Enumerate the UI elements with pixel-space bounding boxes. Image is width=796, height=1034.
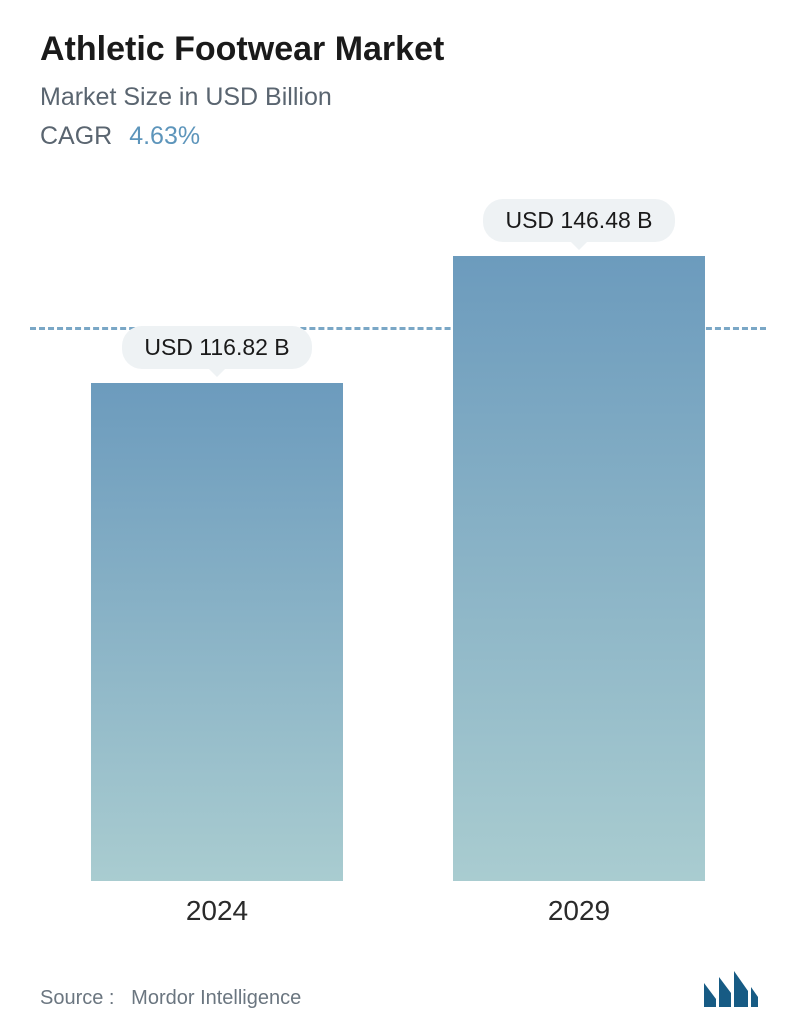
cagr-row: CAGR 4.63% — [40, 122, 756, 151]
x-axis: 2024 2029 — [0, 895, 796, 927]
cagr-value: 4.63% — [129, 122, 200, 150]
x-label-2024: 2024 — [91, 895, 343, 927]
bar-2024 — [91, 383, 343, 881]
source-name: Mordor Intelligence — [131, 987, 301, 1009]
bars-row: USD 116.82 B USD 146.48 B — [0, 181, 796, 881]
source-label: Source : — [40, 987, 114, 1009]
bar-group-2024: USD 116.82 B — [91, 326, 343, 881]
mordor-logo-icon — [702, 969, 760, 1014]
value-pill-2024: USD 116.82 B — [122, 326, 311, 369]
chart-subtitle: Market Size in USD Billion — [40, 83, 756, 112]
value-pill-2029: USD 146.48 B — [483, 199, 674, 242]
chart-area: USD 116.82 B USD 146.48 B — [0, 181, 796, 881]
chart-header: Athletic Footwear Market Market Size in … — [0, 0, 796, 161]
chart-title: Athletic Footwear Market — [40, 30, 756, 69]
bar-2029 — [453, 256, 705, 881]
cagr-label: CAGR — [40, 122, 112, 150]
x-label-2029: 2029 — [453, 895, 705, 927]
bar-group-2029: USD 146.48 B — [453, 199, 705, 881]
source-footer: Source : Mordor Intelligence — [40, 987, 301, 1010]
